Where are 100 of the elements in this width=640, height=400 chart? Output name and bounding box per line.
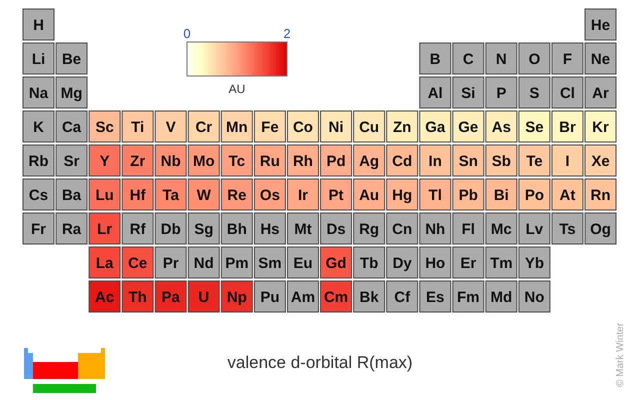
data-label: Fe [261,119,279,136]
data-label: I [565,153,570,170]
data-label: Os [260,187,280,204]
data-label: Pa [162,289,181,306]
data-label: Cu [359,119,380,136]
text: Pm [225,255,249,272]
data-label: Ni [328,119,344,136]
text: Ca [62,119,82,136]
data-label: Cd [392,153,412,170]
data-label: Pb [458,187,478,204]
text: He [590,17,610,34]
text: Og [590,221,611,238]
text: Yb [524,255,544,272]
text: Tm [490,255,513,272]
text: Rg [359,221,380,238]
data-label: U [198,289,210,306]
text: Nd [194,255,214,272]
text: Cn [392,221,412,238]
data-label: Pd [326,153,346,170]
text: O [528,51,541,68]
text: Cs [28,187,48,204]
data-label: Zr [130,153,146,170]
data-label: Ti [131,119,144,136]
text: P [496,85,506,102]
data-label: Lu [95,187,114,204]
color-bar-label: 2 [283,26,291,41]
text: Rf [130,221,146,238]
text: Bh [226,221,247,238]
text: Fm [457,289,480,306]
text: Ne [590,51,610,68]
data-label: Hg [392,187,412,204]
text: Eu [293,255,313,272]
text: Al [428,85,443,102]
color-bar-label: 0 [183,26,191,41]
color-bar-title: AU [228,82,246,96]
text: Mg [60,85,82,102]
data-label: Zn [392,119,412,136]
text: C [462,51,474,68]
text: Na [28,85,49,102]
data-label: Pt [328,187,344,204]
text: Ho [425,255,446,272]
data-label: Cm [324,289,348,306]
data-label: Mo [192,153,215,170]
data-label: La [96,255,114,272]
data-label: Se [525,119,544,136]
data-label: W [196,187,212,204]
data-label: Ge [458,119,478,136]
data-label: Ga [425,119,446,136]
text: Lv [526,221,544,238]
text: Cf [394,289,410,306]
data-label: Ag [359,153,380,170]
data-label: Co [292,119,313,136]
data-label: Cr [195,119,212,136]
data-label: As [492,119,511,136]
data-label: Th [128,289,147,306]
data-label: Mn [226,119,248,136]
text: Pr [162,255,179,272]
text: Sg [194,221,214,238]
text: Er [460,255,476,272]
text: Fl [462,221,475,238]
data-label: In [428,153,442,170]
data-label: Rn [590,187,611,204]
text: Mt [294,221,312,238]
text: F [562,51,572,68]
data-label: Tc [228,153,246,170]
data-label: Ac [95,289,114,306]
text: No [524,289,544,306]
text: Bk [360,289,379,306]
text: © Mark Winter [615,322,626,388]
text: Ts [559,221,576,238]
data-label: Ce [128,255,148,272]
text: valence d-orbital R(max) [227,353,413,372]
text: Db [160,221,181,238]
text: Dy [392,255,412,272]
data-label: Sn [458,153,478,170]
text: Sr [64,153,80,170]
text: Ra [62,221,82,238]
text: Md [490,289,512,306]
text: Sm [258,255,282,272]
data-label: Bi [494,187,509,204]
data-label: Np [226,289,247,306]
text: Am [290,289,316,306]
data-label: Tl [428,187,442,204]
data-label: Ru [260,153,280,170]
text: H [33,17,44,34]
text: Fr [31,221,46,238]
data-label: Y [100,153,110,170]
data-label: Sc [95,119,114,136]
data-label: Ta [162,187,180,204]
data-label: Au [359,187,380,204]
text: Es [426,289,444,306]
text: K [33,119,44,136]
data-label: Nb [160,153,181,170]
data-label: Gd [326,255,346,272]
text: Cl [560,85,575,102]
text: Tb [360,255,378,272]
data-label: Xe [591,153,610,170]
data-label: At [560,187,576,204]
text: Nh [425,221,446,238]
data-label: Re [227,187,246,204]
